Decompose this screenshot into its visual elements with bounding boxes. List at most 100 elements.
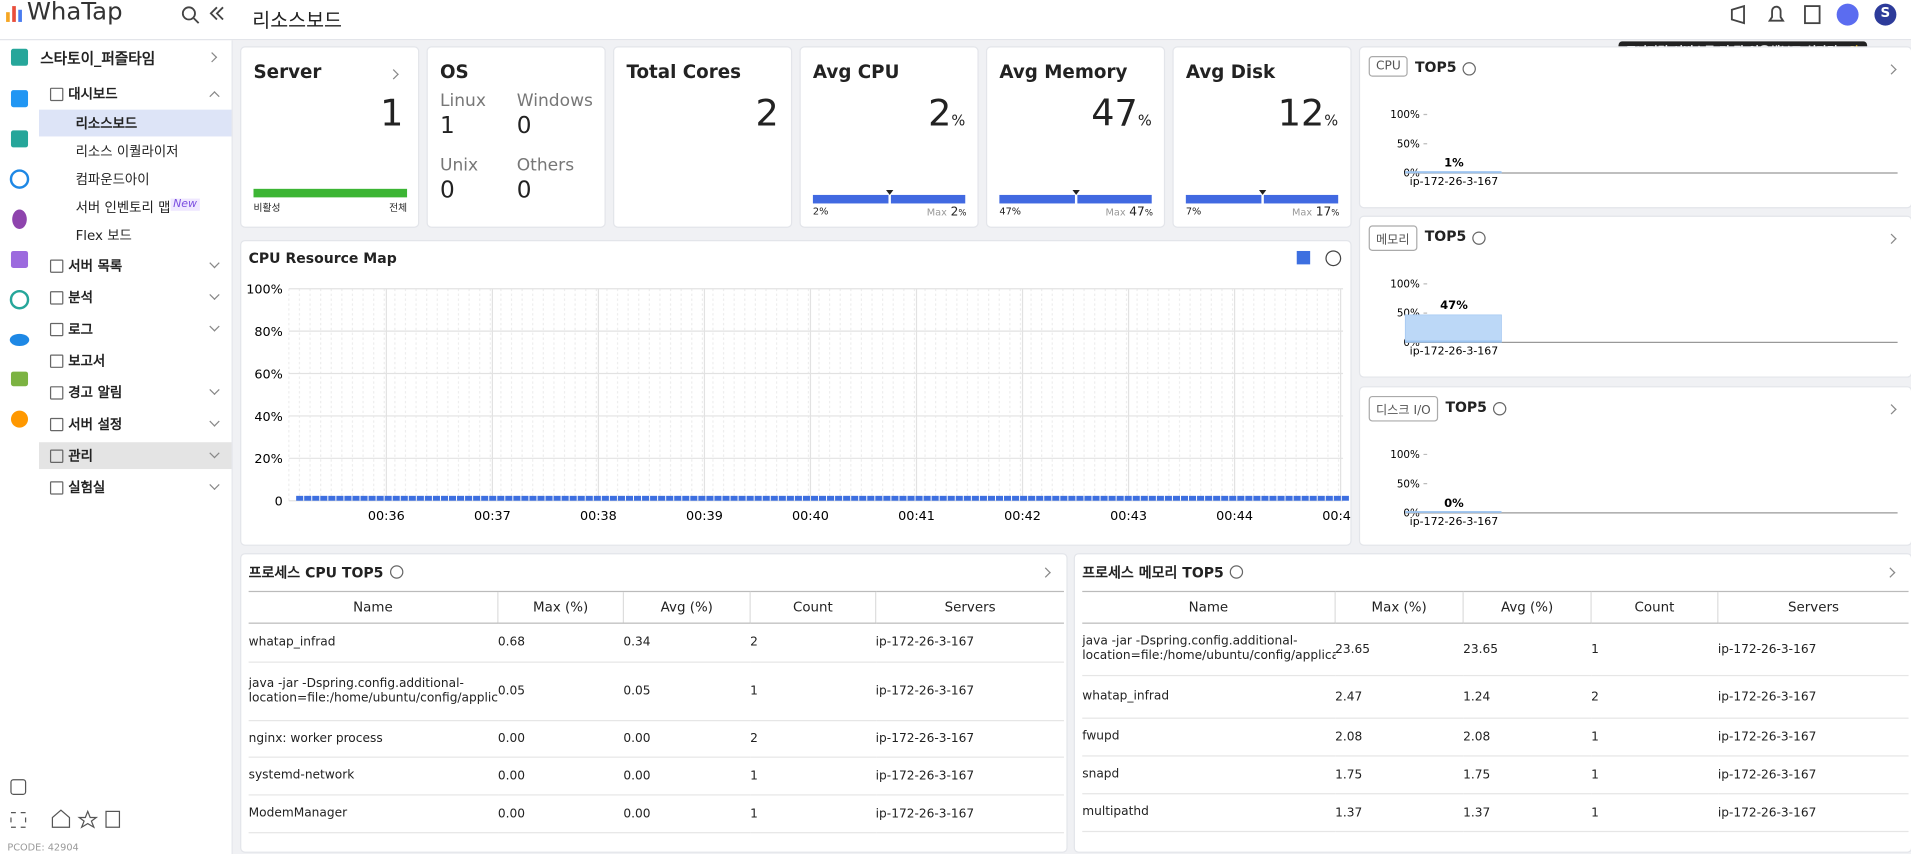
alert-icon[interactable] — [1767, 5, 1785, 22]
y-tick-label: 0% — [1403, 508, 1420, 520]
table-cell: 0.00 — [497, 794, 624, 834]
value-label: 0% — [1444, 496, 1464, 510]
cpu-cell — [1028, 495, 1036, 501]
bar-base — [1405, 511, 1502, 513]
os-name: Linux — [439, 91, 486, 111]
top5-tag: 메모리 — [1368, 225, 1417, 251]
y-tick-label: 60% — [254, 367, 282, 382]
metric-unit: % — [1324, 112, 1339, 130]
gauge-min: 2% — [812, 205, 829, 217]
cpu-cell — [995, 495, 1004, 501]
avatar[interactable] — [1874, 3, 1897, 26]
metric-number: 47 — [1091, 92, 1138, 136]
info-icon — [1229, 565, 1244, 579]
bubble-view-icon — [1325, 250, 1342, 267]
cpu-map-chart: 100% 80% 60% 40% 20% 0 00:36 00:37 00:38 00:39 00:… — [246, 250, 1350, 524]
table-cell: 0.05 — [497, 662, 624, 722]
menu-item[interactable]: 관리 — [68, 448, 93, 465]
info-icon — [1492, 402, 1507, 416]
gauge — [890, 194, 966, 204]
cpu-cell — [416, 495, 424, 501]
table-cell: 2 — [750, 720, 876, 758]
cpu-cell — [1156, 495, 1164, 501]
cpu-cell — [489, 495, 497, 501]
cpu-cell — [529, 495, 537, 501]
x-tick-label: 00:36 — [368, 509, 405, 524]
cpu-cell — [368, 495, 376, 501]
chevron[interactable] — [1040, 567, 1051, 578]
notice-icon[interactable] — [1730, 4, 1745, 25]
menu-item[interactable]: 서버 목록 — [68, 258, 123, 275]
y-tick-label: 100% — [1390, 449, 1420, 461]
column-header: Servers — [1717, 590, 1909, 624]
os-count: 0 — [439, 176, 455, 204]
status-label: 전체 — [389, 202, 408, 214]
search-icon[interactable] — [193, 17, 200, 24]
x-tick-label: 00:39 — [686, 509, 723, 524]
page-title: 리소스보드 — [252, 8, 342, 32]
submenu-item[interactable]: 리소스보드 — [75, 115, 138, 132]
os-count: 0 — [516, 176, 532, 204]
table-cell: 1.75 — [1335, 755, 1464, 795]
cpu-map-card: CPU Resource Map 100% 80% 60% 40% 20% 0 00:36 00… — [241, 241, 1351, 545]
cpu-cell — [1221, 495, 1229, 501]
menu-icon — [49, 481, 64, 495]
value-label: 47% — [1440, 298, 1468, 312]
table-cell: 2.08 — [1335, 718, 1464, 757]
chevron[interactable] — [1885, 567, 1896, 578]
cpu-cell — [1269, 495, 1277, 501]
info-icon — [1462, 62, 1476, 76]
chat-icon[interactable] — [1836, 3, 1859, 26]
table-cell: 0.00 — [497, 757, 624, 796]
menu-item[interactable]: 로그 — [68, 321, 93, 338]
column-header: Avg (%) — [1462, 590, 1592, 624]
cpu-cell — [915, 495, 923, 501]
menu-icon — [49, 449, 64, 463]
y-tick-label: 100% — [1390, 109, 1420, 121]
column-header: Max (%) — [497, 590, 624, 624]
metric-unit: % — [1137, 112, 1152, 130]
submenu-item[interactable]: Flex 보드 — [75, 227, 132, 244]
cpu-cell — [400, 495, 408, 501]
cpu-cell — [971, 495, 979, 501]
search-icon[interactable] — [181, 6, 196, 21]
cpu-cell — [1261, 495, 1269, 501]
metric-value: 2% — [928, 93, 965, 136]
cpu-cell — [1052, 495, 1060, 501]
submenu-item[interactable]: 리소스 이퀄라이저 — [75, 143, 179, 160]
cpu-cell — [1036, 495, 1044, 501]
cpu-cell — [754, 495, 762, 501]
gauge — [1077, 194, 1152, 204]
cpu-cell — [762, 495, 770, 501]
column-header: Name — [1082, 590, 1336, 624]
os-count: 0 — [516, 112, 532, 139]
cpu-cell — [794, 495, 802, 501]
table-cell: 1 — [750, 662, 876, 722]
cpu-cell — [1213, 495, 1221, 501]
gauge-marker — [886, 190, 894, 195]
table-cell: 23.65 — [1335, 623, 1464, 677]
cpu-cell — [513, 495, 521, 501]
menu-item[interactable]: 서버 설정 — [68, 416, 123, 433]
chevron[interactable] — [388, 69, 399, 80]
cpu-cell — [706, 495, 714, 501]
submenu-item[interactable]: 서버 인벤토리 맵 — [75, 199, 171, 216]
x-tick-label: ip-172-26-3-167 — [1410, 345, 1499, 358]
y-tick-label: 0 — [275, 495, 283, 510]
cpu-cell — [1285, 495, 1293, 501]
menu-item[interactable]: 대시보드 — [68, 86, 118, 103]
metric-value: 47% — [1091, 93, 1151, 136]
table-cell: 1.37 — [1463, 793, 1592, 833]
os-name: Windows — [516, 91, 593, 111]
menu-item[interactable]: 실험실 — [68, 480, 106, 496]
menu-item[interactable]: 보고서 — [68, 353, 106, 370]
bar-base — [1405, 171, 1502, 173]
menu-item[interactable]: 분석 — [68, 289, 93, 306]
menu-item[interactable]: 경고 알림 — [68, 384, 123, 401]
table-cell: ip-172-26-3-167 — [875, 720, 1064, 758]
doc-icon[interactable] — [1804, 5, 1821, 25]
submenu-item[interactable]: 컴파운드아이 — [75, 171, 150, 188]
collapse-icon[interactable] — [209, 6, 224, 21]
cpu-cell — [778, 495, 786, 501]
metric-card: Avg CPU 2% 2% Max 2% — [800, 47, 978, 227]
